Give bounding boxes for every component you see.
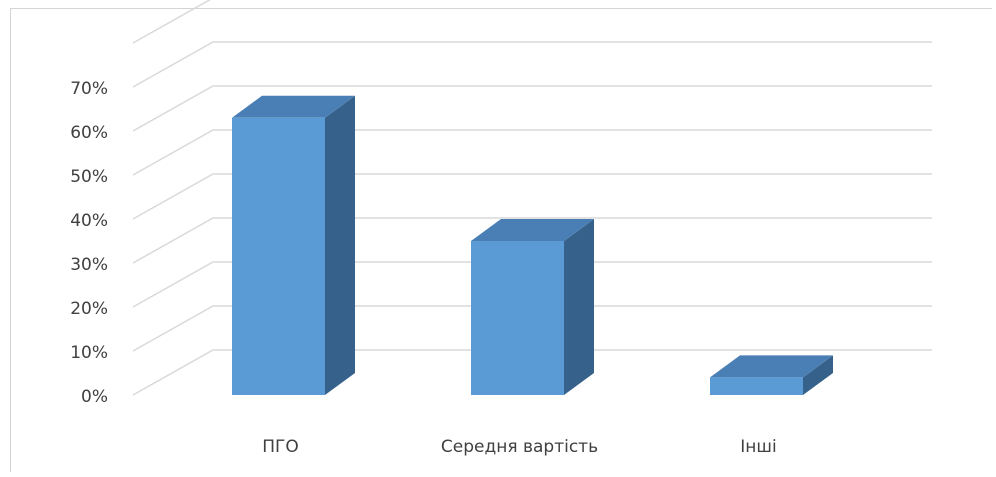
bar-top <box>232 95 355 118</box>
bar-front <box>471 241 564 395</box>
bar-front <box>710 377 803 395</box>
y-tick-label: 0% <box>81 387 108 407</box>
bar-side <box>325 95 355 396</box>
gridlines <box>132 0 932 396</box>
bar-side <box>564 219 594 395</box>
bars <box>232 95 833 396</box>
gridline <box>132 349 932 396</box>
chart-frame <box>10 8 992 472</box>
gridline <box>132 41 932 88</box>
y-tick-label: 40% <box>70 211 108 231</box>
y-tick-label: 50% <box>70 167 108 187</box>
y-axis-ticks: 0% 10% 20% 30% 40% 50% 60% 70% <box>70 79 108 407</box>
gridline <box>132 85 932 132</box>
bar <box>232 95 355 396</box>
bar-top <box>471 219 594 241</box>
bar <box>710 355 833 395</box>
bar-front <box>232 117 325 396</box>
x-axis-labels: ПГО Середня вартість Інші <box>262 437 776 457</box>
x-tick-label: ПГО <box>262 437 299 457</box>
x-tick-label: Середня вартість <box>441 437 598 457</box>
y-tick-label: 20% <box>70 299 108 319</box>
y-tick-label: 60% <box>70 123 108 143</box>
gridline <box>132 129 932 176</box>
y-tick-label: 30% <box>70 255 108 275</box>
bar <box>471 219 594 395</box>
y-tick-label: 70% <box>70 79 108 99</box>
x-tick-label: Інші <box>740 437 776 457</box>
bar-top <box>710 355 833 378</box>
gridline <box>132 261 932 308</box>
y-tick-label: 10% <box>70 343 108 363</box>
gridline <box>132 0 211 44</box>
gridline <box>132 217 932 264</box>
gridline <box>132 305 932 352</box>
bar-side <box>803 355 833 395</box>
gridline <box>132 173 932 220</box>
